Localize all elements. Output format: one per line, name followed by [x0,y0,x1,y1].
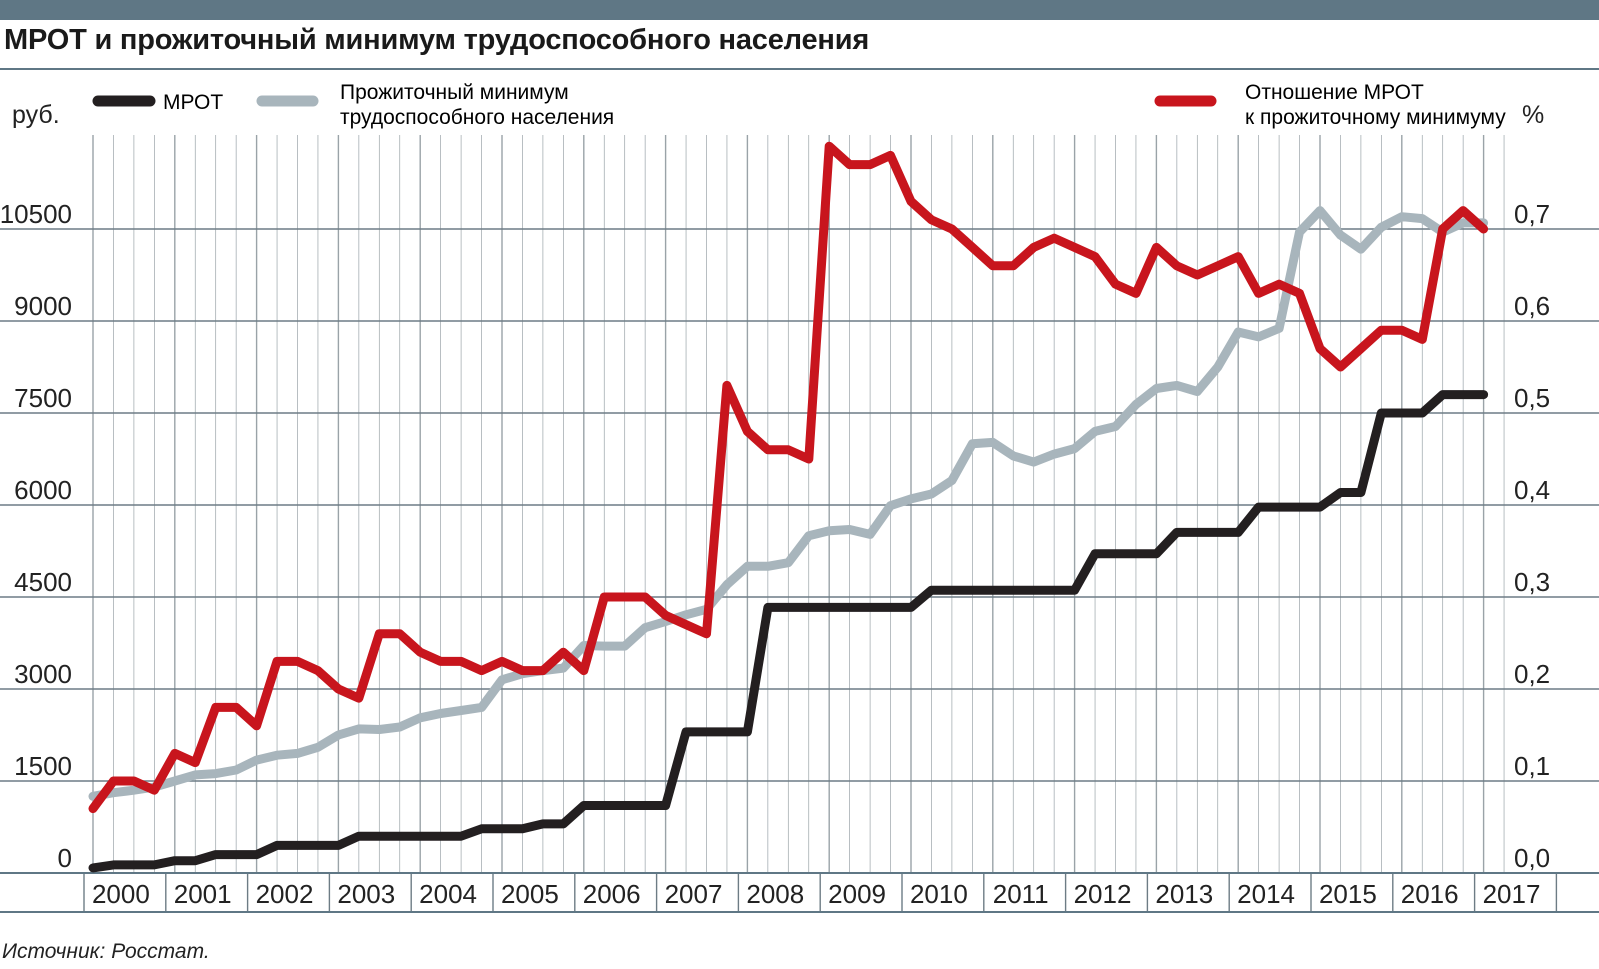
legend-label-pm-line2: трудоспособного населения [340,106,614,129]
x-tick-label: 2005 [501,879,559,909]
source-note: Источник: Росстат. [2,940,210,963]
y-tick-label-left: 7500 [14,383,72,413]
x-tick-label: 2002 [256,879,314,909]
y-tick-label-right: 0,7 [1514,199,1550,229]
series-ratio [88,141,1489,814]
legend-label-mrot: МРОТ [163,91,223,114]
legend-label-ratio-line2: к прожиточному минимуму [1245,106,1506,129]
title-rule [0,68,1599,70]
y-tick-label-left: 9000 [14,291,72,321]
x-tick-label: 2017 [1483,879,1541,909]
y-tick-label-left: 3000 [14,659,72,689]
header-bar [0,0,1599,20]
axis-layer: 0 0,0 1500 0,1 3000 0,2 4500 0,3 6000 0,4 7500 0,5 9… [0,199,1599,913]
x-tick-label: 2000 [92,879,150,909]
right-axis-unit: % [1522,101,1545,129]
y-tick-label-right: 0,3 [1514,567,1550,597]
x-tick-label: 2007 [665,879,723,909]
x-tick-label: 2001 [174,879,232,909]
x-tick-label: 2016 [1401,879,1459,909]
y-tick-label-right: 0,1 [1514,751,1550,781]
y-tick-label-right: 0,0 [1514,843,1550,873]
y-tick-label-right: 0,6 [1514,291,1550,321]
x-tick-label: 2011 [993,879,1049,909]
y-tick-label-right: 0,5 [1514,383,1550,413]
series-pm [88,206,1489,801]
x-tick-label: 2013 [1155,879,1213,909]
y-tick-label-left: 10500 [0,199,72,229]
left-axis-unit: руб. [12,101,60,129]
x-tick-label: 2008 [746,879,804,909]
chart-title: МРОТ и прожиточный минимум трудоспособно… [4,24,870,56]
y-tick-label-right: 0,4 [1514,475,1550,505]
grid-layer [0,135,1599,912]
x-tick-label: 2010 [910,879,968,909]
series-layer [88,141,1489,873]
x-tick-label: 2006 [583,879,641,909]
x-tick-label: 2009 [828,879,886,909]
legend-label-ratio-line1: Отношение МРОТ [1245,81,1424,104]
x-tick-label: 2004 [419,879,477,909]
y-tick-label-left: 4500 [14,567,72,597]
x-tick-label: 2015 [1319,879,1377,909]
x-tick-label: 2014 [1237,879,1295,909]
y-tick-label-left: 0 [58,843,72,873]
y-tick-label-left: 1500 [14,751,72,781]
y-tick-label-left: 6000 [14,475,72,505]
x-tick-label: 2012 [1074,879,1132,909]
x-tick-label: 2003 [337,879,395,909]
legend: МРОТ Прожиточный минимум трудоспособного… [92,81,1506,129]
legend-label-pm-line1: Прожиточный минимум [340,81,569,104]
series-mrot [88,390,1489,873]
y-tick-label-right: 0,2 [1514,659,1550,689]
